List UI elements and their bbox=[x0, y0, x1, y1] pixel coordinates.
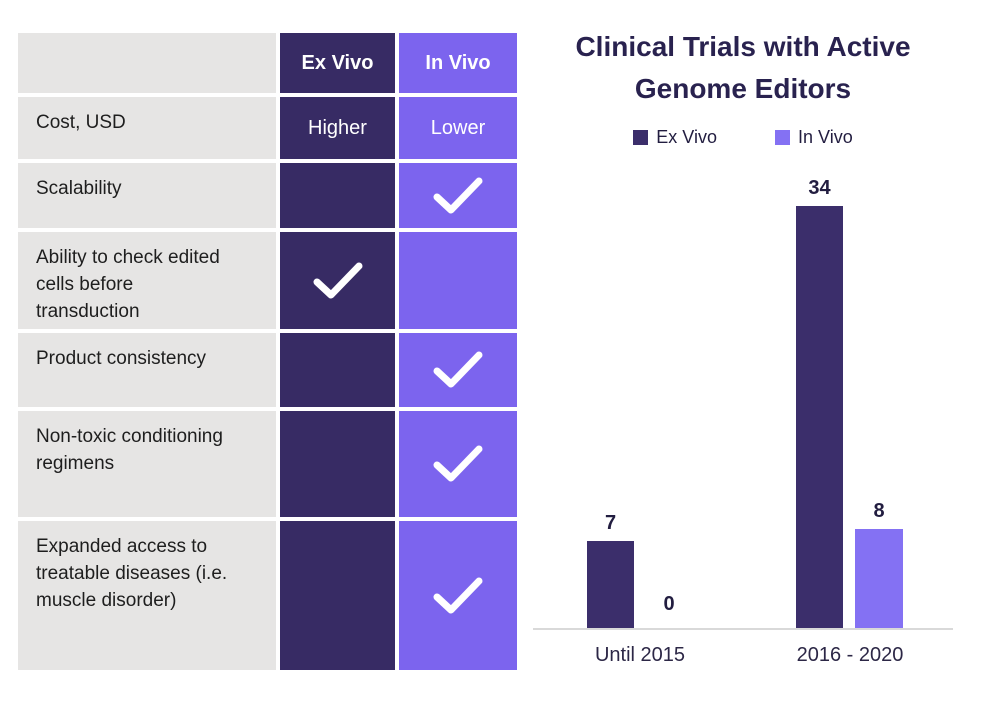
bar-ex-vivo-2016-2020 bbox=[796, 206, 843, 628]
cost-in-vivo-value: Lower bbox=[430, 116, 486, 139]
row-label: Product consistency bbox=[18, 333, 276, 407]
table-row-conditioning: Non-toxic conditioning regimens bbox=[18, 411, 518, 517]
chart-title-line1: Clinical Trials with Active bbox=[575, 31, 911, 62]
check-icon bbox=[433, 177, 483, 213]
table-header-row: Ex Vivo In Vivo bbox=[18, 33, 518, 93]
in-vivo-swatch-icon bbox=[775, 130, 790, 145]
ex-vivo-swatch-icon bbox=[633, 130, 649, 145]
check-icon bbox=[433, 445, 483, 482]
table-row-expanded-access: Expanded access to treatable diseases (i… bbox=[18, 521, 518, 670]
bar-value-label: 8 bbox=[873, 500, 885, 522]
legend-label-ex-vivo: Ex Vivo bbox=[656, 127, 717, 147]
bar-slot-in-vivo-2016-2020: 8 bbox=[855, 500, 903, 628]
cell-ex-vivo-conditioning bbox=[280, 411, 395, 517]
cell-in-vivo-conditioning bbox=[399, 411, 517, 517]
table-row-scalability: Scalability bbox=[18, 163, 518, 228]
bar-value-label: 0 bbox=[663, 593, 675, 615]
cell-ex-vivo-expanded-access bbox=[280, 521, 395, 670]
in-vivo-header-label: In Vivo bbox=[425, 51, 491, 74]
table-header-ex-vivo: Ex Vivo bbox=[280, 33, 395, 93]
cell-ex-vivo-cost: Higher bbox=[280, 97, 395, 159]
bar-value-label: 34 bbox=[808, 177, 831, 199]
bar-chart-plot-area: 7 0 34 8 Until 2015 2016 - 2020 bbox=[533, 166, 953, 666]
bar-slot-in-vivo-until-2015: 0 bbox=[645, 593, 693, 628]
cell-ex-vivo-scalability bbox=[280, 163, 395, 228]
row-label: Non-toxic conditioning regimens bbox=[18, 411, 276, 517]
x-axis-label-2016-2020: 2016 - 2020 bbox=[796, 644, 904, 666]
check-icon bbox=[313, 262, 362, 298]
table-row-check-cells: Ability to check edited cells before tra… bbox=[18, 232, 518, 329]
cell-in-vivo-check-cells bbox=[399, 232, 517, 329]
chart-title: Clinical Trials with Active Genome Edito… bbox=[533, 26, 953, 110]
cell-in-vivo-cost: Lower bbox=[399, 97, 517, 159]
row-label: Expanded access to treatable diseases (i… bbox=[18, 521, 276, 670]
check-icon bbox=[433, 577, 483, 613]
row-label: Scalability bbox=[18, 163, 276, 228]
table-row-consistency: Product consistency bbox=[18, 333, 518, 407]
legend-item-ex-vivo: Ex Vivo bbox=[633, 127, 717, 148]
table-header-empty-cell bbox=[18, 33, 276, 93]
cell-ex-vivo-consistency bbox=[280, 333, 395, 407]
row-label: Ability to check edited cells before tra… bbox=[18, 232, 276, 329]
chart-title-line2: Genome Editors bbox=[634, 73, 852, 104]
comparison-table: Ex Vivo In Vivo Cost, USD Higher Lower S… bbox=[18, 33, 518, 674]
bar-slot-ex-vivo-2016-2020: 34 bbox=[796, 177, 843, 628]
cell-in-vivo-scalability bbox=[399, 163, 517, 228]
row-label: Cost, USD bbox=[18, 97, 276, 159]
cell-in-vivo-consistency bbox=[399, 333, 517, 407]
bar-slot-ex-vivo-until-2015: 7 bbox=[587, 512, 634, 628]
ex-vivo-header-label: Ex Vivo bbox=[301, 51, 374, 74]
bar-ex-vivo-until-2015 bbox=[587, 541, 634, 628]
cost-ex-vivo-value: Higher bbox=[308, 116, 367, 139]
legend-item-in-vivo: In Vivo bbox=[775, 127, 853, 148]
bar-in-vivo-2016-2020 bbox=[855, 529, 903, 628]
chart-legend: Ex Vivo In Vivo bbox=[533, 127, 953, 148]
cell-ex-vivo-check-cells bbox=[280, 232, 395, 329]
cell-in-vivo-expanded-access bbox=[399, 521, 517, 670]
check-icon bbox=[433, 351, 483, 388]
legend-label-in-vivo: In Vivo bbox=[798, 127, 853, 147]
bar-value-label: 7 bbox=[604, 512, 617, 534]
table-header-in-vivo: In Vivo bbox=[399, 33, 517, 93]
table-row-cost: Cost, USD Higher Lower bbox=[18, 97, 518, 159]
x-axis-label-until-2015: Until 2015 bbox=[594, 644, 686, 666]
